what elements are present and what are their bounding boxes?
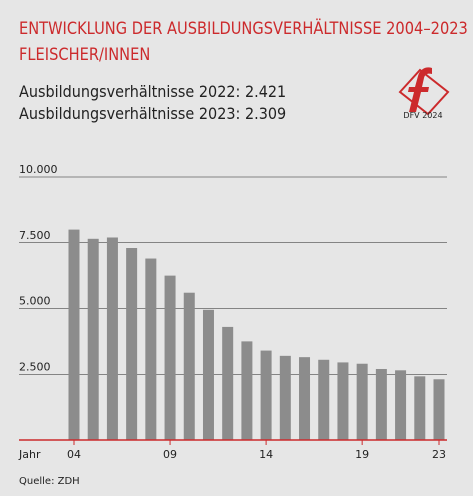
- bar-23: [433, 379, 445, 440]
- bar-13: [241, 341, 253, 440]
- logo-caption: DFV 2024: [403, 111, 443, 120]
- y-tick-label: 5.000: [19, 295, 51, 308]
- x-tick-label: 14: [259, 448, 273, 461]
- bar-16: [299, 357, 311, 440]
- x-axis-prefix: Jahr: [18, 448, 41, 461]
- bar-12: [222, 326, 234, 440]
- bar-10: [183, 292, 195, 440]
- dfv-f-logo-icon: [398, 67, 450, 116]
- chart-title: ENTWICKLUNG DER AUSBILDUNGSVERHÄLTNISSE …: [19, 16, 468, 68]
- x-tick-label: 19: [355, 448, 369, 461]
- stats-block: Ausbildungsverhältnisse 2022: 2.421 Ausb…: [19, 81, 286, 125]
- bar-05: [87, 238, 99, 440]
- bar-18: [337, 362, 349, 440]
- bar-22: [414, 376, 426, 440]
- bar-21: [395, 370, 407, 440]
- chart-title-line2: FLEISCHER/INNEN: [19, 45, 151, 65]
- bar-15: [279, 355, 291, 440]
- x-tick-label: 04: [67, 448, 81, 461]
- bar-14: [260, 350, 272, 440]
- y-tick-label: 7.500: [19, 229, 51, 242]
- bar-20: [375, 368, 387, 440]
- bar-04: [68, 229, 80, 440]
- x-tick-label: 23: [432, 448, 446, 461]
- source-note: Quelle: ZDH: [19, 476, 80, 487]
- bar-06: [106, 237, 118, 440]
- bar-chart: 2.500 5.000 7.500 10.000 Jahr 04 09 14 19 23: [18, 163, 447, 461]
- bar-19: [356, 363, 368, 440]
- y-tick-label: 2.500: [19, 360, 51, 373]
- x-tick-label: 09: [163, 448, 177, 461]
- chart-title-line1: ENTWICKLUNG DER AUSBILDUNGSVERHÄLTNISSE …: [19, 19, 468, 39]
- stat-2023: Ausbildungsverhältnisse 2023: 2.309: [19, 104, 287, 123]
- bar-11: [202, 309, 214, 440]
- bar-08: [145, 258, 157, 440]
- y-tick-label: 10.000: [19, 163, 58, 176]
- bar-07: [126, 248, 138, 440]
- bar-17: [318, 359, 330, 440]
- stat-2022: Ausbildungsverhältnisse 2022: 2.421: [19, 82, 287, 101]
- bar-09: [164, 275, 176, 440]
